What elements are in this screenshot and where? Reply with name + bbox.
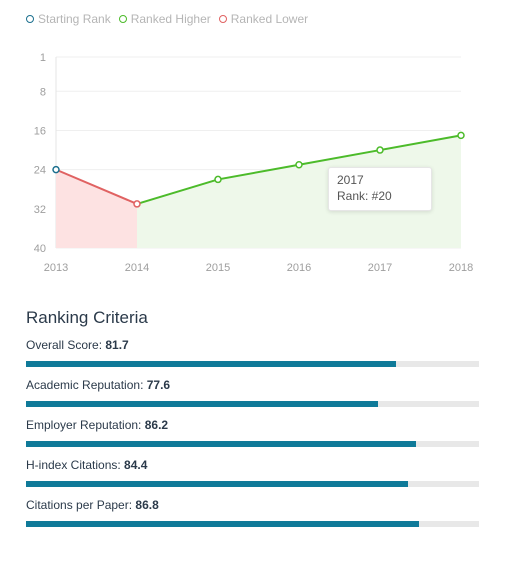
criteria-value: 77.6 [146, 378, 171, 392]
y-tick-label: 40 [34, 243, 46, 255]
x-tick-label: 2018 [449, 262, 473, 274]
criteria-progress-track [26, 441, 479, 447]
criteria-row: Academic Reputation: 77.6 [26, 378, 479, 418]
y-tick-label: 8 [40, 86, 46, 98]
criteria-name: H-index Citations: [26, 458, 125, 472]
criteria-row: Overall Score: 81.7 [26, 338, 479, 378]
starting-rank-marker-icon [26, 15, 34, 23]
criteria-progress-track [26, 521, 479, 527]
legend-label: Ranked Lower [230, 12, 309, 26]
criteria-progress-fill [26, 401, 378, 407]
y-tick-label: 1 [40, 52, 46, 64]
ranked-higher-marker-icon [118, 15, 127, 23]
ranked-higher-area [137, 135, 461, 248]
criteria-row: Employer Reputation: 86.2 [26, 418, 479, 458]
legend-label: Starting Rank [38, 12, 111, 26]
tooltip-year: 2017 [337, 173, 364, 187]
criteria-row: Citations per Paper: 86.8 [26, 498, 479, 538]
chart-legend: Starting Rank Ranked Higher Ranked Lower [26, 12, 316, 26]
y-tick-label: 32 [34, 204, 46, 216]
starting-rank-point [52, 165, 60, 174]
y-tick-label: 16 [34, 125, 46, 137]
criteria-list: Overall Score: 81.7 Academic Reputation: … [26, 338, 479, 538]
criteria-progress-track [26, 401, 479, 407]
criteria-label: H-index Citations: 84.4 [26, 458, 479, 473]
criteria-progress-fill [26, 521, 420, 527]
x-tick-label: 2016 [287, 262, 311, 274]
ranked-higher-point [376, 146, 384, 154]
criteria-label: Employer Reputation: 86.2 [26, 418, 479, 433]
x-tick-label: 2015 [206, 262, 230, 274]
legend-label: Ranked Higher [130, 12, 211, 26]
criteria-progress-track [26, 481, 479, 487]
criteria-progress-track [26, 361, 479, 367]
ranked-higher-point [295, 160, 303, 169]
criteria-progress-fill [26, 361, 397, 367]
chart-tooltip: 2017 Rank: #20 [328, 167, 432, 211]
criteria-name: Employer Reputation: [26, 418, 145, 432]
ranked-lower-area [56, 169, 137, 248]
criteria-name: Overall Score: [26, 338, 106, 352]
x-tick-label: 2014 [125, 262, 149, 274]
ranked-lower-line [55, 168, 138, 205]
criteria-value: 86.8 [135, 498, 159, 512]
criteria-label: Citations per Paper: 86.8 [26, 498, 479, 513]
tooltip-rank: Rank: #20 [337, 189, 392, 203]
ranked-higher-point [214, 175, 222, 184]
ranked-lower-marker-icon [218, 15, 227, 23]
x-tick-label: 2017 [368, 262, 392, 274]
criteria-name: Citations per Paper: [26, 498, 136, 512]
ranked-higher-point [457, 131, 465, 140]
legend-item-starting-rank[interactable]: Starting Rank [26, 12, 111, 26]
criteria-value: 81.7 [105, 338, 129, 352]
criteria-progress-fill [26, 481, 409, 487]
criteria-value: 86.2 [144, 418, 169, 432]
x-tick-label: 2013 [44, 262, 68, 274]
legend-item-ranked-higher[interactable]: Ranked Higher [118, 12, 211, 26]
criteria-label: Academic Reputation: 77.6 [26, 378, 479, 393]
criteria-title: Ranking Criteria [26, 308, 148, 327]
ranking-criteria-panel: Ranking Criteria Overall Score: 81.7 Acad… [26, 308, 479, 538]
criteria-progress-fill [26, 441, 417, 447]
criteria-row: H-index Citations: 84.4 [26, 458, 479, 498]
y-tick-label: 24 [34, 165, 46, 177]
criteria-name: Academic Reputation: [26, 378, 147, 392]
criteria-label: Overall Score: 81.7 [26, 338, 479, 353]
legend-item-ranked-lower[interactable]: Ranked Lower [218, 12, 309, 26]
ranked-lower-point [133, 200, 141, 208]
rank-line-chart: 1 8 16 24 32 40 2013 2014 2015 2016 2017 2018 [34, 52, 473, 274]
criteria-value: 84.4 [124, 458, 148, 472]
